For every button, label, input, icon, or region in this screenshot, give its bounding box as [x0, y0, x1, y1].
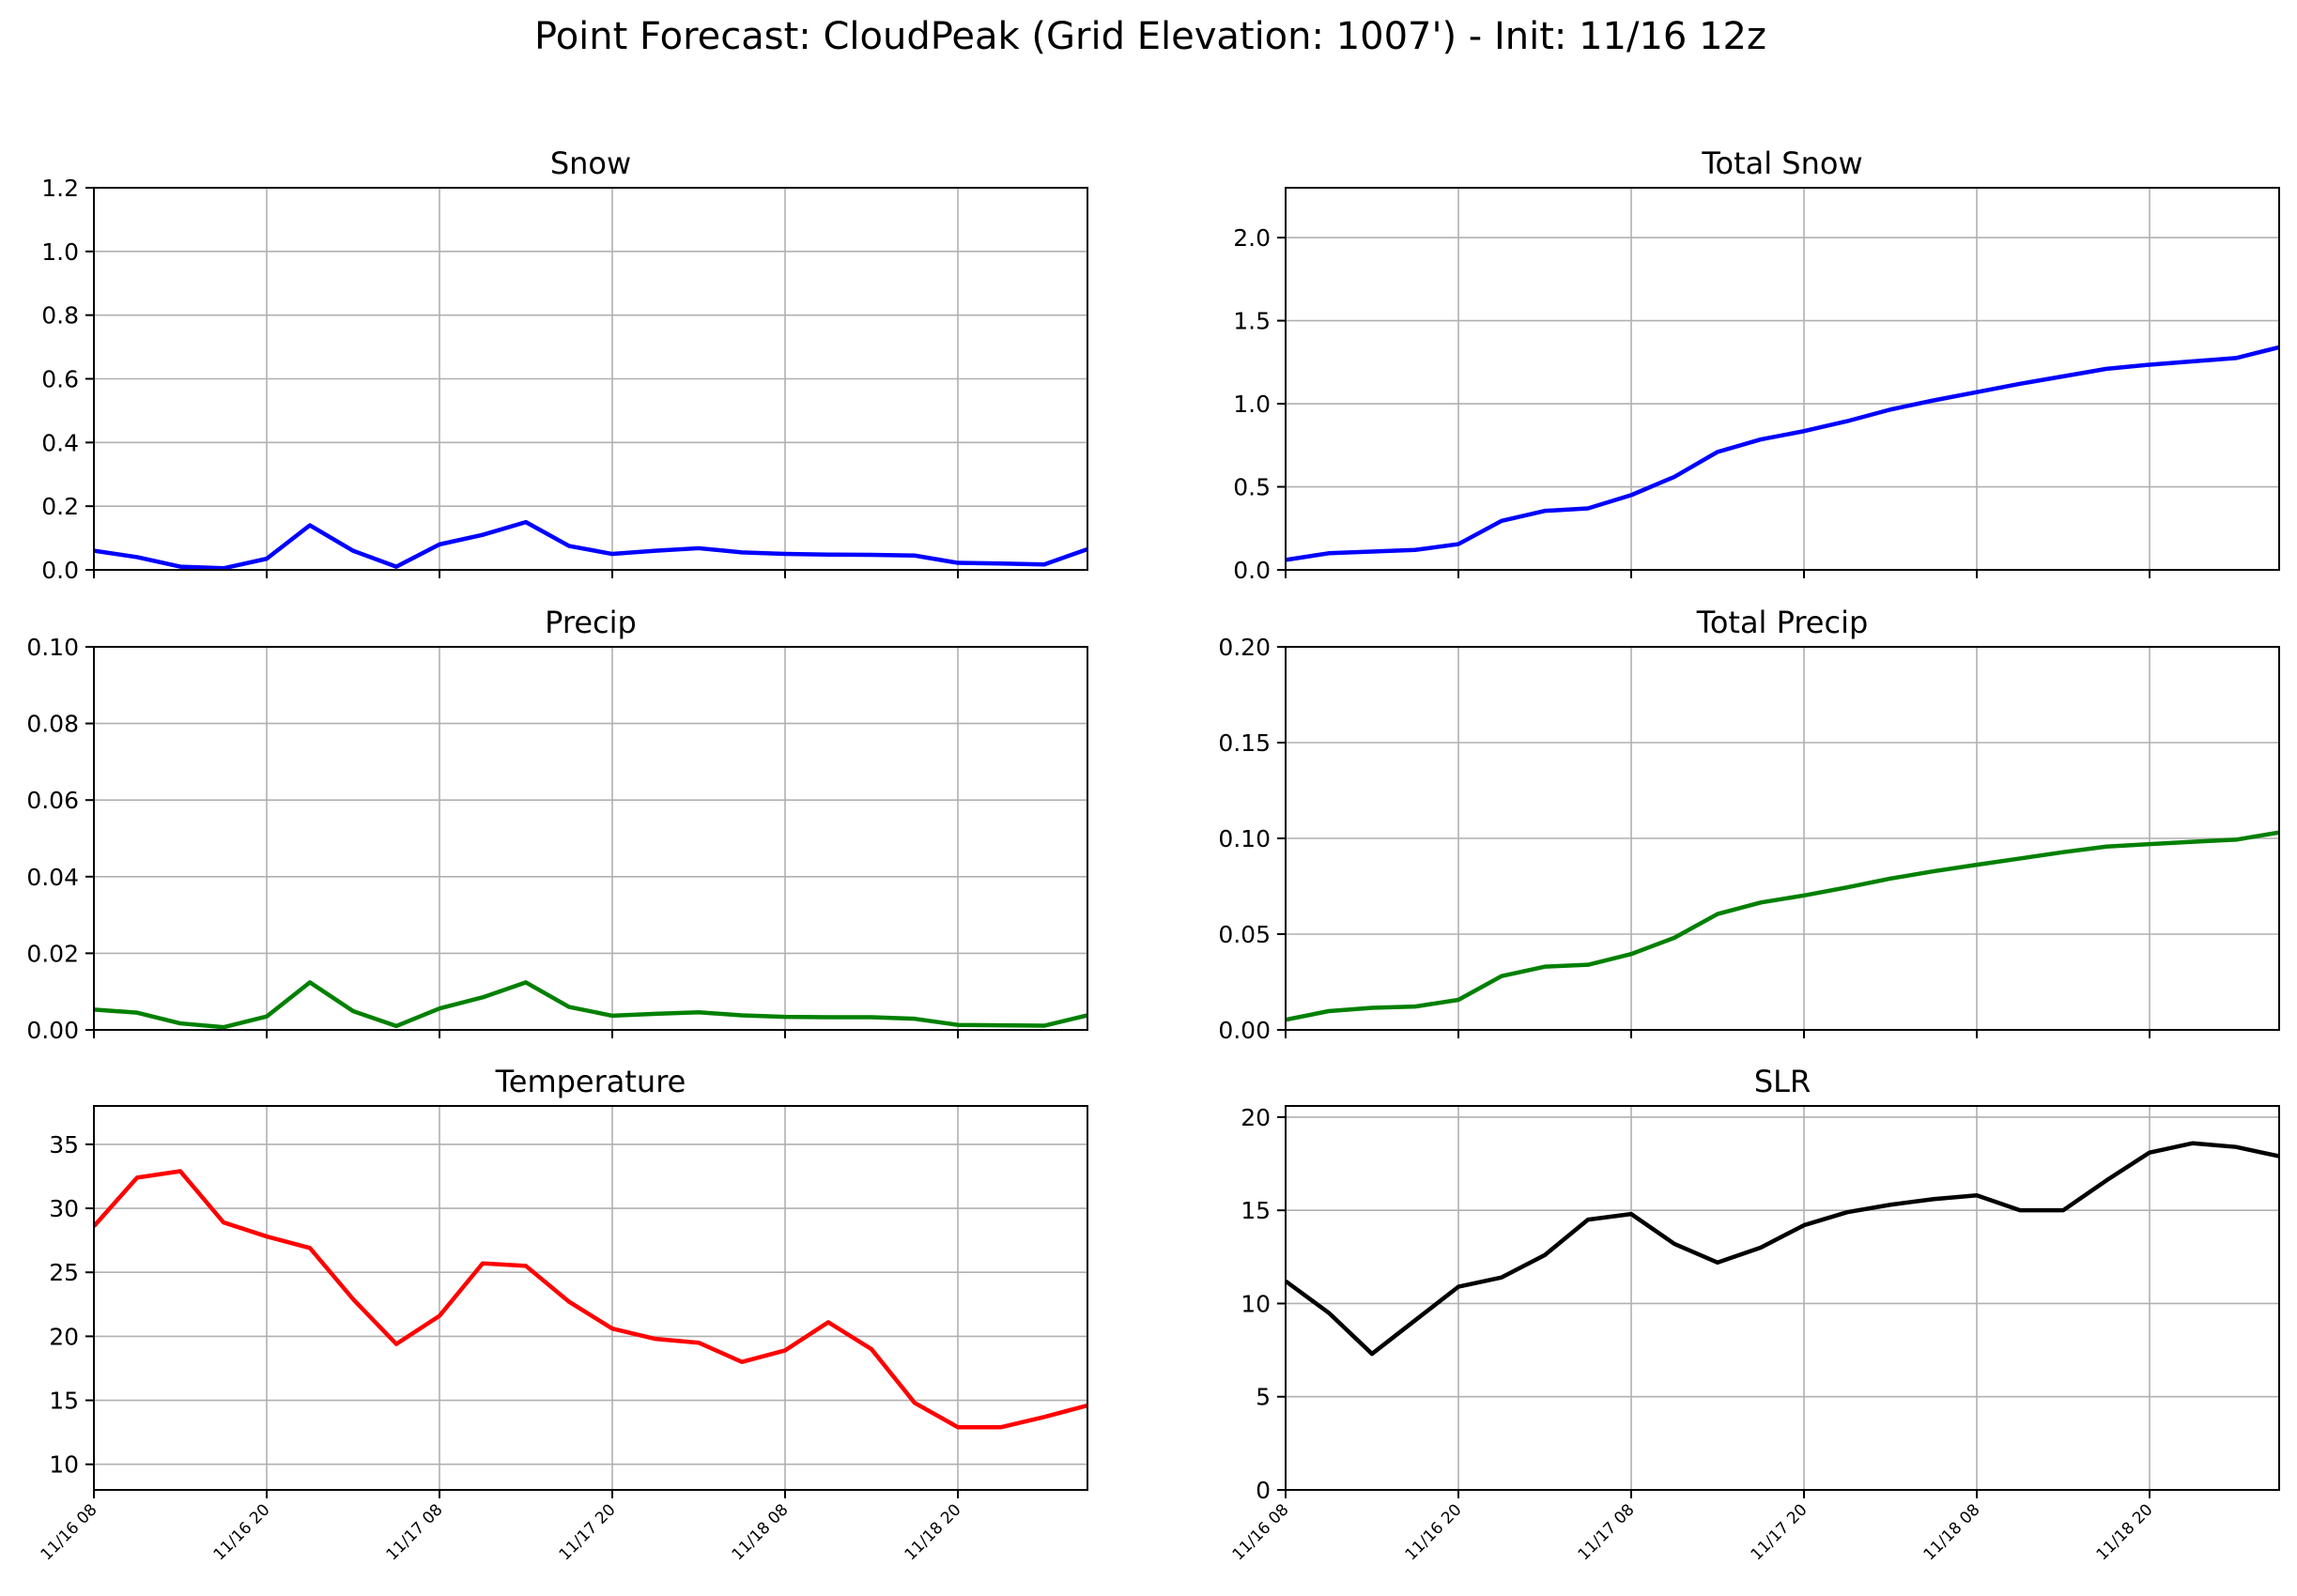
total-precip-ytick-label: 0.05	[1218, 921, 1271, 948]
total-snow-ytick-label: 0.0	[1233, 557, 1271, 584]
slr-xtick-label: 11/16 08	[1229, 1500, 1293, 1564]
temperature-series-line	[94, 1169, 1087, 1430]
total-precip-series-line	[1286, 830, 2279, 1022]
precip-ytick-label: 0.02	[26, 940, 79, 967]
precip-axes-frame	[93, 646, 1088, 1031]
snow-panel: 0.0 0.2 0.4 0.6 0.8 1.0 1.2 Snow	[41, 146, 1088, 584]
temperature-xtick-label: 11/18 20	[902, 1500, 965, 1564]
snow-ytick-label: 0.4	[41, 429, 79, 456]
figure-suptitle: Point Forecast: CloudPeak (Grid Elevatio…	[534, 15, 1766, 58]
snow-title: Snow	[550, 146, 631, 181]
slr-xtick-label: 11/17 20	[1748, 1500, 1811, 1564]
slr-title: SLR	[1754, 1064, 1811, 1099]
slr-xtick-label: 11/17 08	[1575, 1500, 1639, 1564]
snow-series-line	[94, 519, 1087, 570]
temperature-ytick-label: 30	[49, 1195, 79, 1222]
total-precip-ytick-label: 0.00	[1218, 1017, 1271, 1044]
total-snow-ytick-label: 1.0	[1233, 391, 1271, 418]
total-precip-panel: 0.00 0.05 0.10 0.15 0.20 Total Precip	[1218, 605, 2280, 1044]
slr-ytick-label: 20	[1241, 1104, 1271, 1131]
snow-ytick-label: 1.2	[41, 175, 79, 202]
temperature-ytick-label: 25	[49, 1259, 79, 1286]
precip-series-line	[94, 980, 1087, 1030]
precip-ytick-label: 0.08	[26, 711, 79, 738]
total-snow-ytick-label: 1.5	[1233, 308, 1271, 335]
slr-panel: 0 5 10 15 20 11/16 08 11/16 20 11/17 08 11/17 20…	[1229, 1064, 2280, 1564]
slr-ytick-label: 5	[1256, 1384, 1271, 1411]
slr-xtick-label: 11/16 20	[1402, 1500, 1466, 1564]
total-precip-title: Total Precip	[1696, 605, 1869, 640]
temperature-xtick-label: 11/17 08	[383, 1500, 447, 1564]
total-snow-panel: 0.0 0.5 1.0 1.5 2.0 Total Snow	[1233, 146, 2280, 584]
slr-ytick-label: 0	[1256, 1477, 1271, 1504]
total-precip-ytick-label: 0.15	[1218, 729, 1271, 757]
snow-ytick-label: 0.0	[41, 557, 79, 584]
temperature-xtick-label: 11/18 08	[729, 1500, 793, 1564]
total-precip-ytick-label: 0.20	[1218, 634, 1271, 661]
total-snow-ytick-label: 0.5	[1233, 474, 1271, 501]
total-snow-title: Total Snow	[1701, 146, 1862, 181]
temperature-ytick-label: 10	[49, 1451, 79, 1479]
slr-xtick-label: 11/18 08	[1920, 1500, 1984, 1564]
snow-ytick-label: 1.0	[41, 238, 79, 266]
slr-axes-frame	[1285, 1105, 2280, 1491]
precip-title: Precip	[545, 605, 637, 640]
slr-ytick-label: 15	[1241, 1197, 1271, 1224]
temperature-xtick-label: 11/16 08	[38, 1500, 101, 1564]
snow-ytick-label: 0.6	[41, 366, 79, 393]
total-snow-axes-frame	[1285, 187, 2280, 571]
snow-ytick-label: 0.2	[41, 493, 79, 520]
slr-xtick-label: 11/18 20	[2093, 1500, 2157, 1564]
temperature-ytick-label: 15	[49, 1388, 79, 1415]
temperature-panel: 10 15 20 25 30 35 11/16 08 11/16 20 11/17 08 11/1…	[38, 1064, 1088, 1564]
slr-series-line	[1286, 1141, 2279, 1357]
precip-ytick-label: 0.04	[26, 864, 79, 891]
temperature-axes-frame	[93, 1105, 1088, 1491]
precip-ytick-label: 0.10	[26, 634, 79, 661]
total-snow-series-line	[1286, 345, 2279, 562]
subplot-grid: 0.0 0.2 0.4 0.6 0.8 1.0 1.2 Snow 0.0 0.5 1.0 1.5 2.0…	[26, 146, 2280, 1564]
temperature-xtick-label: 11/17 20	[556, 1500, 620, 1564]
precip-panel: 0.00 0.02 0.04 0.06 0.08 0.10 Precip	[26, 605, 1088, 1044]
snow-ytick-label: 0.8	[41, 302, 79, 330]
precip-ytick-label: 0.06	[26, 787, 79, 814]
temperature-ytick-label: 35	[49, 1131, 79, 1159]
total-snow-ytick-label: 2.0	[1233, 224, 1271, 252]
temperature-title: Temperature	[495, 1064, 686, 1099]
temperature-ytick-label: 20	[49, 1323, 79, 1350]
precip-ytick-label: 0.00	[26, 1017, 79, 1044]
slr-ytick-label: 10	[1241, 1290, 1271, 1317]
total-precip-ytick-label: 0.10	[1218, 825, 1271, 852]
temperature-xtick-label: 11/16 20	[210, 1500, 274, 1564]
